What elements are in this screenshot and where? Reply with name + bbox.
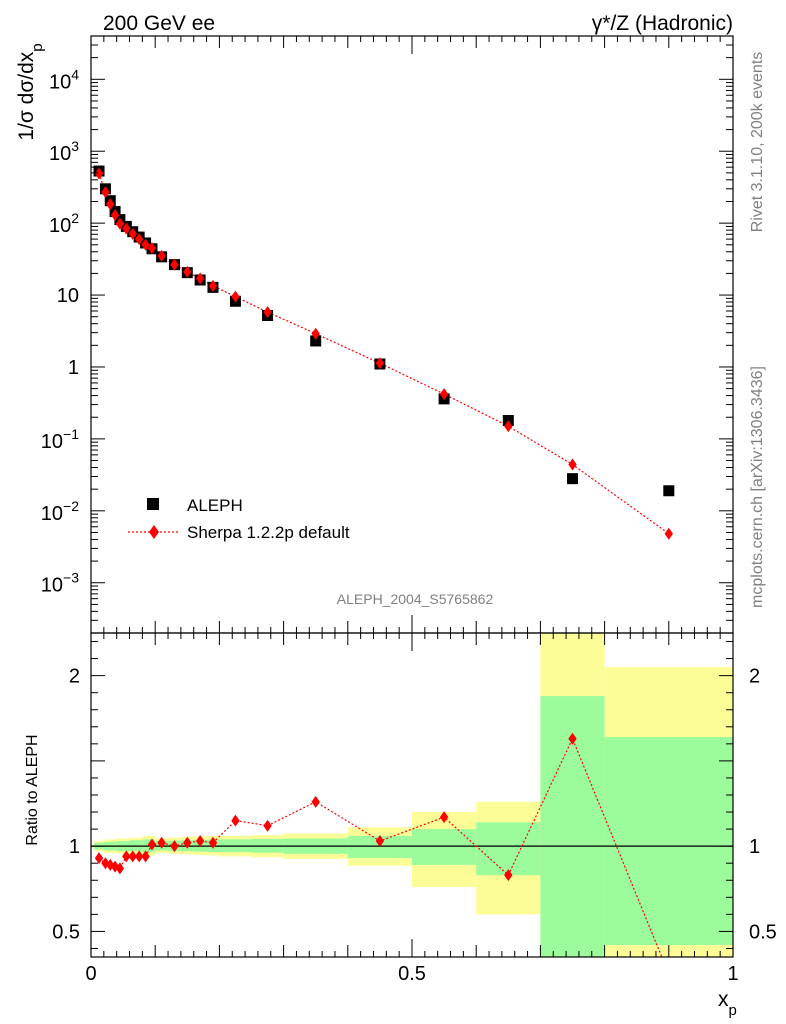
- mc-point-21: [568, 458, 577, 471]
- ratio-point-4: [115, 862, 125, 875]
- ratio-point-13: [195, 835, 205, 848]
- mc-point-17: [311, 327, 320, 340]
- ratio-band-inner-16: [476, 822, 541, 876]
- ratio-ylabel: Ratio to ALEPH: [24, 734, 41, 845]
- ratio-point-9: [147, 838, 157, 851]
- header-left: 200 GeV ee: [103, 12, 215, 35]
- mc-point-20: [504, 420, 513, 433]
- mc-line: [98, 173, 670, 535]
- mc-point-1: [101, 186, 110, 199]
- ratio-point-19: [439, 811, 449, 824]
- legend: ALEPH Sherpa 1.2.2p default: [128, 496, 350, 542]
- mc-point-9: [147, 242, 157, 255]
- ratio-series: [94, 732, 663, 957]
- xtick-label-0: 0: [85, 963, 96, 985]
- main-ytick-label-3: 1: [68, 357, 79, 379]
- legend-mc-marker: [149, 525, 159, 539]
- main-ylabel: 1/σ dσ/dxp: [15, 43, 46, 140]
- mc-point-6: [128, 227, 137, 240]
- main-ytick-label-2: 10−1: [41, 426, 79, 453]
- ratio-point-12: [183, 836, 192, 849]
- mc-point-18: [375, 357, 385, 370]
- xtick-label-2: 1: [727, 963, 738, 985]
- ratio-point-17: [311, 795, 320, 808]
- legend-data-label: ALEPH: [187, 496, 243, 515]
- ratio-point-10: [157, 836, 166, 849]
- mc-point-2: [106, 198, 115, 211]
- analysis-label: ALEPH_2004_S5765862: [337, 591, 494, 607]
- ratio-point-21: [568, 732, 577, 745]
- ratio-point-15: [231, 814, 240, 827]
- main-ytick-label-0: 10−3: [41, 570, 79, 597]
- ratio-point-7: [134, 850, 144, 863]
- data-point-21: [567, 473, 578, 485]
- ratio-band-inner-18: [604, 737, 733, 946]
- ratio-ytick-label-right-0: 0.5: [749, 921, 777, 943]
- ratio-band-inner-15: [412, 829, 477, 865]
- ratio-point-14: [208, 836, 218, 849]
- ratio-point-11: [170, 840, 179, 853]
- ratio-ytick-label-right-1: 1: [749, 836, 760, 858]
- main-series: [93, 165, 675, 540]
- ratio-point-3: [110, 860, 120, 873]
- main-ytick-label-5: 102: [49, 210, 79, 237]
- mc-point-12: [183, 265, 192, 278]
- data-point-22: [663, 485, 675, 497]
- ratio-point-18: [375, 835, 385, 848]
- mcplots-label: mcplots.cern.ch [arXiv:1306.3436]: [749, 366, 766, 608]
- mc-point-14: [208, 279, 218, 292]
- main-ytick-label-1: 10−2: [41, 498, 79, 525]
- mc-point-4: [115, 217, 125, 230]
- ratio-point-0: [94, 852, 104, 865]
- ratio-point-5: [122, 850, 131, 863]
- main-frame: [90, 35, 734, 634]
- xtick-label-1: 0.5: [398, 963, 426, 985]
- xlabel: xp: [718, 988, 737, 1019]
- mc-point-13: [195, 272, 205, 285]
- ratio-point-8: [141, 850, 150, 863]
- mc-point-11: [170, 258, 179, 271]
- mc-point-8: [141, 238, 150, 251]
- legend-data-marker: [147, 498, 159, 510]
- header-right: γ*/Z (Hadronic): [592, 12, 733, 35]
- ratio-ytick-label-left-0: 0.5: [52, 921, 80, 943]
- mc-point-19: [439, 388, 449, 401]
- mc-point-22: [664, 527, 673, 540]
- main-ytick-label-4: 10: [57, 285, 79, 307]
- mc-point-15: [231, 290, 240, 303]
- ratio-bands: [91, 633, 733, 957]
- mc-point-16: [263, 306, 272, 319]
- legend-mc-label: Sherpa 1.2.2p default: [187, 523, 350, 542]
- mc-point-0: [94, 167, 104, 180]
- mc-point-7: [134, 233, 144, 246]
- ratio-ytick-label-left-1: 1: [69, 836, 80, 858]
- mc-point-3: [110, 208, 120, 221]
- mc-point-5: [122, 222, 131, 235]
- mc-point-10: [157, 249, 166, 262]
- data-point-17: [310, 335, 322, 347]
- ratio-ytick-label-right-2: 2: [749, 666, 760, 688]
- main-ytick-label-7: 104: [49, 66, 79, 93]
- ratio-point-16: [263, 819, 272, 832]
- ratio-point-6: [128, 850, 137, 863]
- ratio-ytick-label-left-2: 2: [69, 666, 80, 688]
- rivet-label: Rivet 3.1.10, 200k events: [749, 52, 766, 233]
- ratio-point-20: [504, 869, 513, 882]
- main-ytick-label-6: 103: [49, 138, 79, 165]
